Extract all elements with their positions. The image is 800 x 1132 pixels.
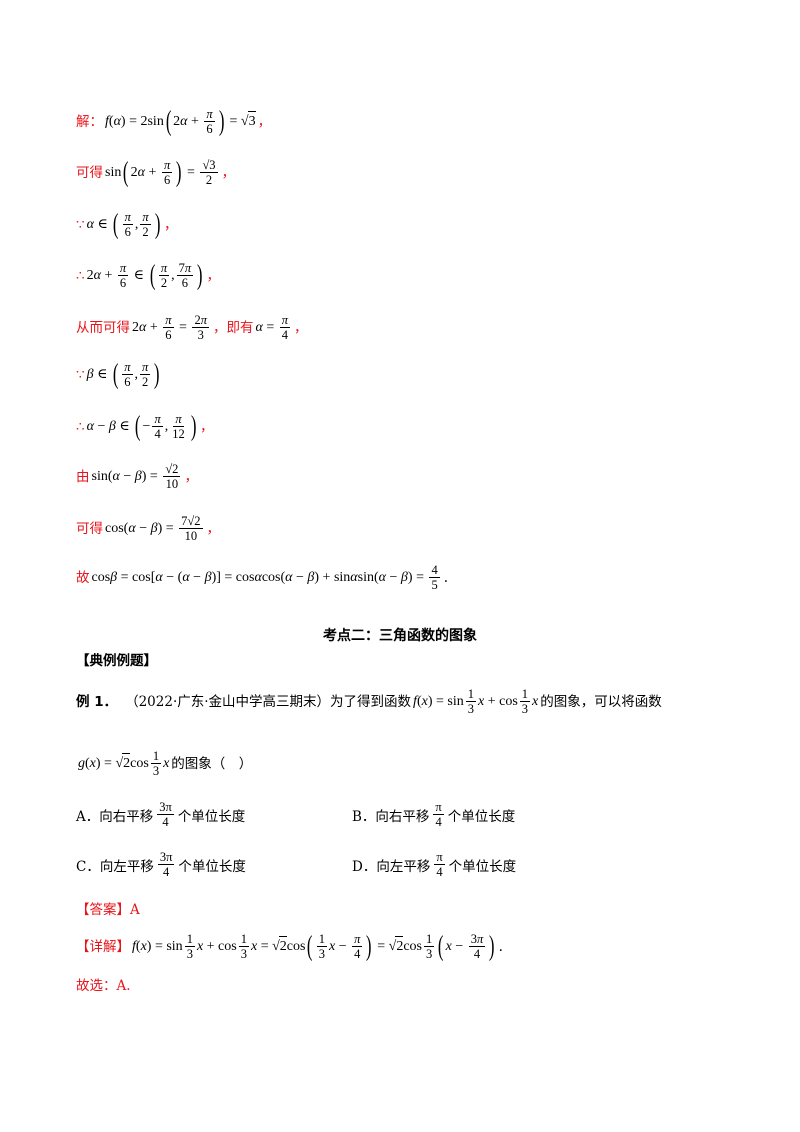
option-letter: B． [352,808,376,825]
punctuation: ， [257,113,272,130]
math-expression: f(x) = sin 1 3 x + cos 1 3 x = √ 2 cos(1 3 x − π 4)… [132,930,495,962]
example-source: （2022·广东·金山中学高三期末）为了得到函数 [125,693,412,710]
because-symbol: ∵ [76,366,85,383]
punctuation: ， [221,164,236,181]
punctuation: ， [206,267,220,284]
math-expression: cos(α − β) = 7√2 10 [105,514,203,543]
punctuation: ， [184,468,198,485]
option-text: 个单位长度 [178,858,246,875]
solution-text: ，即有 [212,319,254,336]
solution-line-2: 可得 sin(2 α + π 6) = √3 2 ， [76,158,235,187]
because-symbol: ∵ [76,216,85,233]
math-expression: α − β ∈ (− π 4, π 12) [86,410,197,442]
solution-prefix: 解： [76,113,103,130]
solution-line-10: 故 cos β = cos[α − (α − β)] = cos α cos(α − … [76,563,448,592]
math-expression: β ∈ (π 6, π 2) [86,358,160,390]
math-expression: 3π 4 [157,800,174,829]
option-text: 个单位长度 [447,808,516,825]
example-question-line-1: 例 1． （2022·广东·金山中学高三期末）为了得到函数 f(x) = sin… [76,687,662,716]
solution-prefix: 可得 [76,164,103,181]
option-text: 向左平移 [376,858,431,875]
solution-line-6: ∵ β ∈ (π 6, π 2) [76,360,164,389]
solution-prefix: 由 [76,468,90,485]
option-letter: A． [76,808,100,825]
option-a[interactable]: A． 向右平移 3π 4 个单位长度 [76,800,245,829]
math-expression: sin(2 α + π 6) = √3 2 [105,156,218,188]
option-text: 个单位长度 [177,808,246,825]
answer-label: 【答案】 [76,902,130,918]
section-title: 考点二：三角函数的图象 [323,628,477,644]
math-expression: 3π 4 [157,850,175,879]
math-expression: sin(α − β) = √2 10 [91,462,181,491]
option-letter: C． [76,858,100,875]
math-expression: α ∈ (π 6, π 2) [86,208,161,240]
punctuation: ， [206,520,221,537]
math-expression: f(α) = 2sin(2 α + π 6) = √ 3 [105,105,256,137]
example-header: 【典例例题】 [76,653,157,669]
answer-value: A [130,902,140,918]
answer-line: 【答案】 A [76,900,140,920]
option-text: 个单位长度 [448,858,517,875]
solution-line-9: 可得 cos(α − β) = 7√2 10 ， [76,514,220,543]
math-expression: g(x) = √ 2 cos 1 3 x [78,749,170,778]
punctuation: ， [200,418,214,435]
math-expression: f(x) = sin 1 3 x + cos 1 3 x [413,687,539,716]
example-label: 例 1． [76,693,118,710]
solution-line-1: 解： f(α) = 2sin(2 α + π 6) = √ 3 ， [76,107,271,136]
option-c[interactable]: C． 向左平移 3π 4 个单位长度 [76,850,246,879]
option-text: 向右平移 [99,808,154,825]
punctuation: ， [293,319,308,336]
example-text: 的图象（ ） [171,755,253,772]
detail-label: 【详解】 [76,938,130,955]
option-text: 向左平移 [99,858,154,875]
punctuation: . [498,938,503,955]
therefore-symbol: ∴ [76,267,85,284]
detail-line: 【详解】 f(x) = sin 1 3 x + cos 1 3 x = √ 2 cos(1 3 x … [76,932,503,961]
option-letter: D． [352,858,377,875]
example-text: 的图象，可以将函数 [540,693,662,710]
solution-prefix: 故 [76,569,90,586]
punctuation: ， [164,216,178,233]
example-question-line-2: g(x) = √ 2 cos 1 3 x 的图象（ ） [76,749,252,778]
solution-line-8: 由 sin(α − β) = √2 10 ， [76,462,198,491]
therefore-symbol: ∴ [76,418,85,435]
punctuation: . [443,569,449,586]
solution-line-7: ∴ α − β ∈ (− π 4, π 12) ， [76,412,214,441]
solution-prefix: 可得 [76,520,103,537]
conclusion: 故选：A. [76,978,131,994]
option-text: 向右平移 [375,808,430,825]
solution-prefix: 从而可得 [76,319,130,336]
math-expression: cos β = cos[α − (α − β)] = cos α cos(α − β)… [91,563,440,592]
solution-line-3: ∵ α ∈ (π 6, π 2) ， [76,210,178,239]
